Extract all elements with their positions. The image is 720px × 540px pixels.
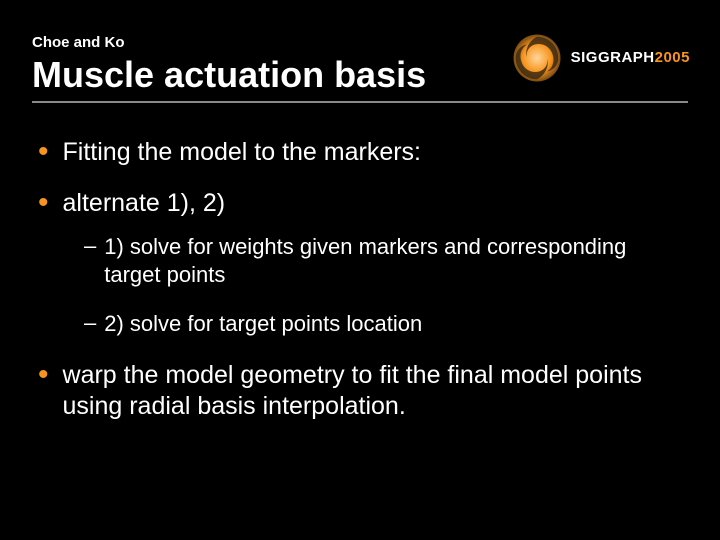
bullet-text: warp the model geometry to fit the final… — [63, 360, 688, 423]
title-underline — [32, 101, 688, 103]
sub-item: – 2) solve for target points location — [84, 310, 688, 338]
authors: Choe and Ko — [32, 34, 688, 51]
bullet-item: • warp the model geometry to fit the fin… — [38, 360, 688, 423]
bullet-dot-icon: • — [38, 362, 49, 388]
sub-text: 1) solve for weights given markers and c… — [104, 233, 688, 288]
slide: SIGGRAPH2005 Choe and Ko Muscle actuatio… — [0, 0, 720, 540]
sub-item: – 1) solve for weights given markers and… — [84, 233, 688, 288]
sub-list: – 1) solve for weights given markers and… — [84, 233, 688, 338]
dash-icon: – — [84, 233, 96, 259]
bullet-dot-icon: • — [38, 139, 49, 165]
dash-icon: – — [84, 310, 96, 336]
bullet-item: • alternate 1), 2) — [38, 188, 688, 219]
bullet-text: alternate 1), 2) — [63, 188, 226, 219]
bullet-text: Fitting the model to the markers: — [63, 137, 421, 168]
content: • Fitting the model to the markers: • al… — [32, 137, 688, 423]
bullet-dot-icon: • — [38, 190, 49, 216]
bullet-item: • Fitting the model to the markers: — [38, 137, 688, 168]
sub-text: 2) solve for target points location — [104, 310, 422, 338]
header: Choe and Ko Muscle actuation basis — [32, 34, 688, 103]
slide-title: Muscle actuation basis — [32, 55, 688, 95]
